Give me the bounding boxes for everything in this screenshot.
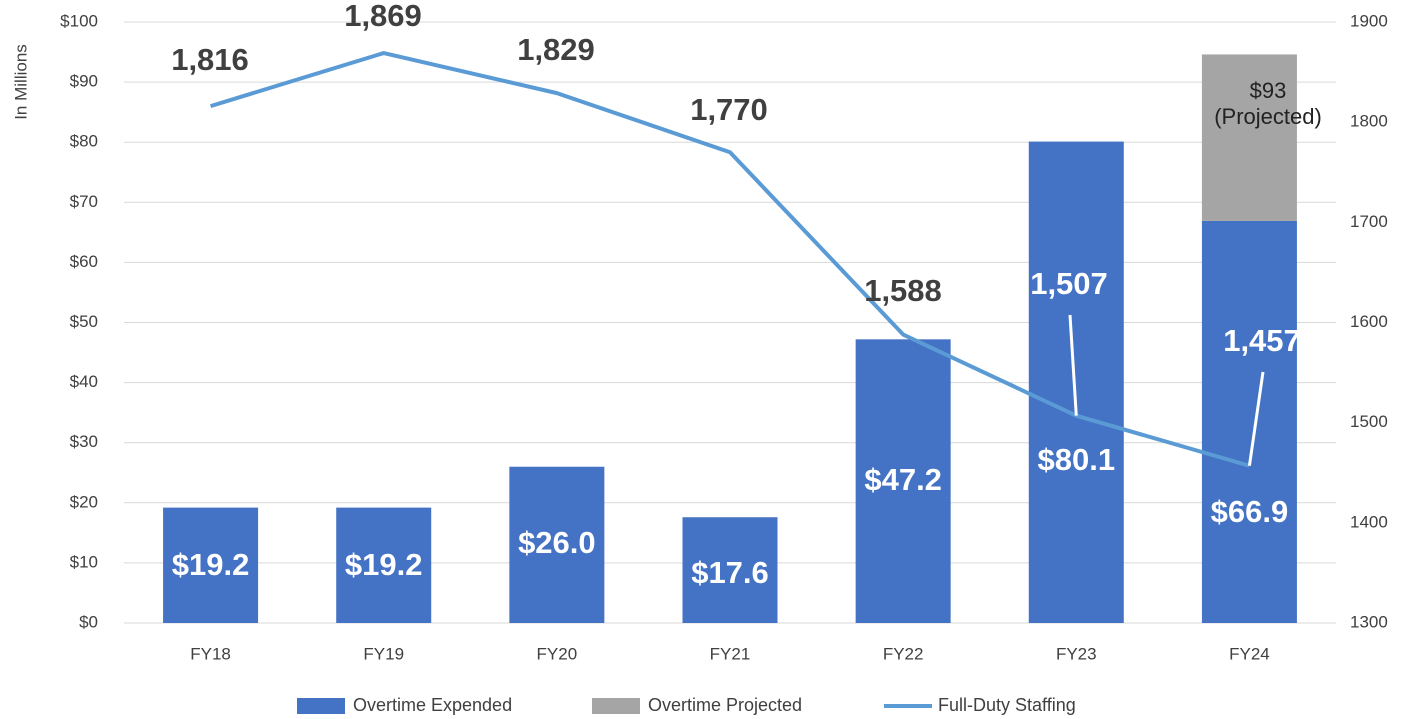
y2-tick-label: 1300 <box>1350 612 1388 631</box>
y-tick-label: $30 <box>70 432 98 451</box>
x-tick-label: FY21 <box>710 644 751 663</box>
annotation-line: $93 <box>1250 78 1287 103</box>
x-tick-label: FY18 <box>190 644 231 663</box>
x-tick-label: FY24 <box>1229 644 1270 663</box>
y-axis-label: In Millions <box>11 44 30 120</box>
line-value-label: 1,770 <box>690 92 768 127</box>
legend-label: Overtime Expended <box>353 695 512 715</box>
legend-label: Full-Duty Staffing <box>938 695 1076 715</box>
y2-tick-label: 1400 <box>1350 512 1388 531</box>
bar-value-label: $19.2 <box>345 547 423 582</box>
y-tick-label: $0 <box>79 612 98 631</box>
y-tick-label: $60 <box>70 252 98 271</box>
leader-line <box>1247 371 1265 466</box>
y2-tick-label: 1600 <box>1350 312 1388 331</box>
y-tick-label: $70 <box>70 192 98 211</box>
bar <box>855 339 951 623</box>
y-tick-label: $80 <box>70 132 98 151</box>
y2-tick-label: 1800 <box>1350 112 1388 131</box>
y-tick-label: $10 <box>70 552 98 571</box>
line-value-label: 1,816 <box>171 42 249 77</box>
bar-value-label: $66.9 <box>1211 494 1289 529</box>
bar-value-label: $17.6 <box>691 555 769 590</box>
legend-label: Overtime Projected <box>648 695 802 715</box>
bar <box>1201 220 1297 623</box>
bar-value-label: $19.2 <box>172 547 250 582</box>
line-value-label: 1,869 <box>344 0 422 33</box>
x-tick-label: FY20 <box>537 644 578 663</box>
x-tick-label: FY19 <box>363 644 404 663</box>
bar-value-label: $47.2 <box>864 462 942 497</box>
annotation-line: (Projected) <box>1214 104 1322 129</box>
y-tick-label: $100 <box>60 11 98 30</box>
bar <box>336 507 432 623</box>
bar <box>682 517 778 623</box>
y2-tick-label: 1900 <box>1350 11 1388 30</box>
legend-swatch <box>297 698 345 714</box>
line-value-label: 1,507 <box>1030 266 1108 301</box>
y2-tick-label: 1700 <box>1350 212 1388 231</box>
bar-value-label: $80.1 <box>1037 442 1115 477</box>
leader-line <box>1068 314 1078 416</box>
line-value-label: 1,829 <box>517 32 595 67</box>
bar <box>163 507 259 623</box>
line-value-label: 1,588 <box>864 273 942 308</box>
y2-tick-label: 1500 <box>1350 412 1388 431</box>
x-tick-label: FY23 <box>1056 644 1097 663</box>
y-tick-label: $90 <box>70 72 98 91</box>
bar <box>1028 141 1124 623</box>
y-tick-label: $50 <box>70 312 98 331</box>
line <box>209 51 1250 468</box>
annotation: $93 (Projected) <box>1214 78 1322 129</box>
bar <box>509 466 605 623</box>
legend-swatch <box>592 698 640 714</box>
bar <box>1201 54 1297 221</box>
y-tick-label: $40 <box>70 372 98 391</box>
bar-value-label: $26.0 <box>518 525 596 560</box>
y-tick-label: $20 <box>70 492 98 511</box>
x-tick-label: FY22 <box>883 644 924 663</box>
line-value-label: 1,457 <box>1223 323 1301 358</box>
